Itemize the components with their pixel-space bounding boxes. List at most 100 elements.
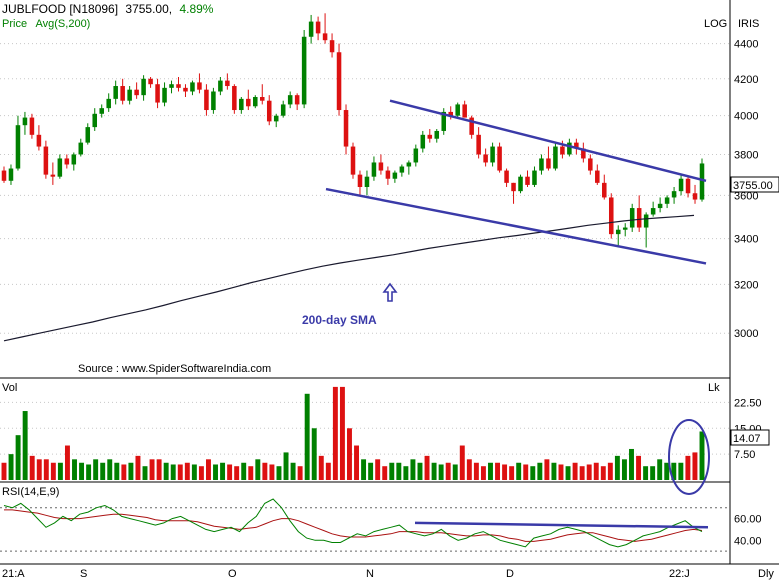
candle-body: [85, 127, 91, 143]
candle: [420, 130, 426, 153]
candle: [371, 156, 377, 181]
sma-annotation: 200-day SMA: [302, 313, 377, 327]
candle: [43, 140, 49, 179]
candle-body: [518, 176, 523, 192]
candle: [364, 170, 370, 196]
volume-bar: [523, 464, 529, 480]
candle: [22, 111, 28, 135]
candle: [483, 148, 488, 167]
source-text: Source : www.SpiderSoftwareIndia.com: [78, 363, 271, 375]
candle: [1, 166, 7, 183]
candle-body: [15, 125, 21, 169]
volume-bar: [114, 462, 120, 480]
volume-bar: [64, 445, 70, 480]
x-label-daily: Dly: [758, 568, 774, 580]
candle-body: [420, 134, 426, 149]
candle-body: [113, 86, 118, 99]
candle: [497, 142, 502, 173]
candle: [190, 80, 195, 96]
candle-body: [434, 130, 440, 139]
candle: [685, 176, 691, 198]
candle: [399, 164, 405, 177]
candle: [239, 97, 244, 114]
candle-body: [57, 158, 63, 177]
candle-body: [476, 134, 481, 155]
candle: [671, 186, 677, 204]
candle: [427, 129, 433, 143]
volume-bar: [135, 455, 141, 480]
candle-body: [232, 86, 237, 111]
volume-bar: [509, 466, 515, 480]
volume-badge-box: [730, 429, 770, 446]
candle: [232, 84, 237, 114]
volume-bar: [227, 464, 233, 480]
candle: [301, 29, 307, 109]
price-badge: 3755.00: [733, 180, 773, 192]
candle-body: [657, 203, 663, 209]
candle: [308, 14, 314, 44]
volume-bar: [473, 462, 479, 480]
volume-bar: [318, 455, 324, 480]
candle-body: [155, 84, 160, 103]
candle: [197, 73, 202, 94]
candle-body: [301, 36, 307, 105]
candle: [50, 162, 56, 185]
candle-body: [106, 98, 111, 109]
rsi-lines: [3, 498, 709, 548]
candle: [329, 33, 335, 58]
volume-bar: [22, 411, 28, 480]
candle-body: [546, 158, 551, 169]
volume-tick-label: 22.50: [734, 397, 762, 409]
log-label[interactable]: LOG: [704, 18, 727, 30]
candle-body: [539, 158, 544, 171]
candle-body: [36, 134, 42, 147]
candle-body: [71, 154, 77, 165]
volume-bar: [530, 466, 536, 480]
volume-bar: [657, 459, 663, 480]
candle-body: [357, 174, 363, 187]
candle-body: [608, 197, 614, 235]
candle-body: [664, 197, 670, 204]
volume-bar: [325, 462, 331, 480]
x-label-dec: D: [506, 568, 514, 580]
iris-label[interactable]: IRIS: [738, 18, 759, 30]
candle: [434, 129, 440, 143]
volume-bar: [262, 462, 268, 480]
sma-up-arrow-icon: [382, 282, 398, 302]
volume-bar: [8, 454, 14, 480]
candle-body: [246, 98, 251, 107]
candle-body: [455, 104, 460, 116]
volume-label: Vol: [2, 382, 17, 394]
candle: [629, 203, 635, 232]
volume-bar: [495, 462, 501, 480]
volume-bar: [50, 462, 56, 480]
candle-body: [92, 113, 98, 128]
candle-body: [671, 191, 677, 198]
candle: [539, 154, 544, 175]
volume-bar: [57, 462, 63, 480]
volume-bar: [354, 445, 359, 480]
sma200-line: [3, 214, 695, 342]
volume-bar: [339, 386, 345, 480]
candle-body: [511, 182, 516, 192]
volume-bar: [488, 462, 493, 480]
candle-body: [259, 97, 265, 101]
volume-bar: [593, 462, 599, 480]
volume-bar: [382, 466, 388, 480]
header-legend: Price Avg(S,200): [2, 18, 90, 30]
volume-bars: [1, 386, 705, 480]
candle: [678, 174, 684, 196]
candle: [148, 76, 153, 88]
candle-body: [78, 142, 84, 155]
candle: [608, 193, 614, 239]
volume-bar: [283, 452, 289, 480]
volume-bar: [650, 466, 656, 480]
trendlines: [325, 99, 707, 265]
candle-body: [602, 182, 607, 198]
volume-bar: [36, 459, 42, 480]
candle: [441, 108, 447, 135]
candle: [643, 212, 649, 248]
candle: [622, 223, 628, 237]
candle: [204, 84, 209, 116]
